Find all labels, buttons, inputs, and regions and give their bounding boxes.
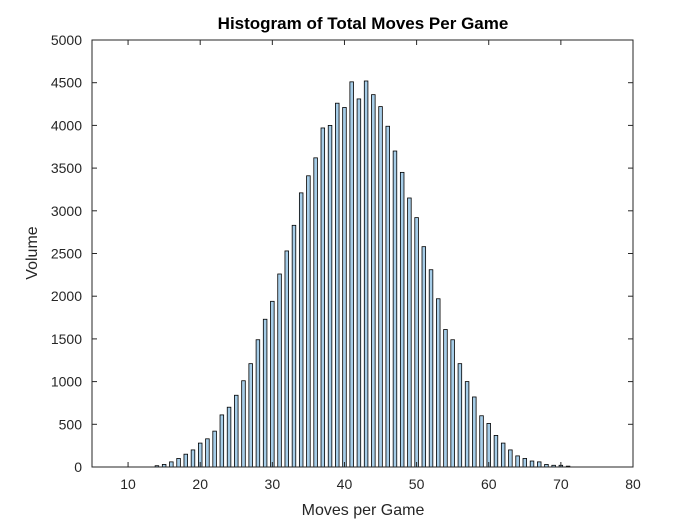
histogram-bar [414,217,419,468]
histogram-bar [327,125,333,468]
histogram-bar [212,430,217,468]
y-tick-label: 3000 [51,203,82,219]
histogram-bar [385,125,390,468]
histogram-bar [457,363,463,468]
histogram-bar [392,150,398,468]
x-tick-label: 10 [120,476,136,492]
histogram-bar [205,438,210,468]
histogram-bar [537,461,542,468]
histogram-bar [270,300,275,468]
histogram-bar [284,250,289,468]
y-tick-label: 2000 [51,288,82,304]
histogram-bar [277,273,282,468]
y-tick-label: 0 [74,459,82,475]
histogram-bar [515,455,520,468]
histogram-bar [255,339,261,468]
x-tick-label: 30 [265,476,281,492]
chart-title: Histogram of Total Moves Per Game [218,14,509,33]
histogram-bar [248,363,253,468]
x-tick-label: 50 [409,476,425,492]
x-tick-label: 70 [553,476,569,492]
histogram-bar [335,102,340,468]
x-tick-label: 40 [337,476,353,492]
x-axis: 10 20 30 40 50 60 70 80 [120,40,641,492]
histogram-bar [176,458,181,468]
histogram-bar [306,175,311,468]
histogram-bar [508,449,513,468]
y-axis: 0 500 1000 1500 2000 2500 3000 3500 4000 4500 5000 [51,32,633,475]
histogram-bar [313,157,318,468]
y-tick-label: 1000 [51,374,82,390]
x-tick-label: 60 [481,476,497,492]
histogram-bar [226,406,232,468]
y-tick-label: 2500 [51,246,82,262]
histogram-bar [428,269,434,468]
histogram-bar [320,127,326,468]
histogram-bar [486,423,491,468]
histogram-bar [349,81,354,468]
histogram-bar [443,329,448,468]
histogram-bar [262,318,268,468]
histogram-bar [169,461,174,468]
histogram-bar [450,339,455,468]
histogram-bar [241,380,246,468]
y-axis-label: Volume [24,226,41,279]
histogram-bar [407,197,412,468]
x-axis-label: Moves per Game [302,502,425,519]
histogram-bar [190,449,196,468]
y-tick-label: 3500 [51,160,82,176]
histogram-bar [500,442,506,468]
histogram-bar [522,458,528,468]
y-tick-label: 1500 [51,331,82,347]
histogram-bar [529,460,535,468]
histogram-bar [234,394,239,468]
y-tick-label: 4500 [51,75,82,91]
histogram-bar [479,415,484,468]
x-tick-label: 80 [625,476,641,492]
x-tick-label: 20 [192,476,208,492]
bars-group [154,80,571,468]
histogram-bar [219,414,225,468]
histogram-bar [356,98,362,468]
y-tick-label: 5000 [51,32,82,48]
histogram-bar [183,453,188,468]
histogram-bar [464,381,470,468]
histogram-bar [472,396,477,468]
y-tick-label: 500 [59,416,83,432]
histogram-bar [291,224,297,468]
histogram-bar [342,107,347,468]
histogram-bar [493,434,499,468]
histogram-bar [378,106,383,468]
y-tick-label: 4000 [51,117,82,133]
histogram-bar [436,298,441,468]
histogram-bar [298,192,304,468]
histogram-bar [371,94,376,468]
histogram-bar [399,171,405,468]
histogram-bar [363,80,369,468]
axes-frame [91,39,634,468]
histogram-bar [421,246,427,468]
